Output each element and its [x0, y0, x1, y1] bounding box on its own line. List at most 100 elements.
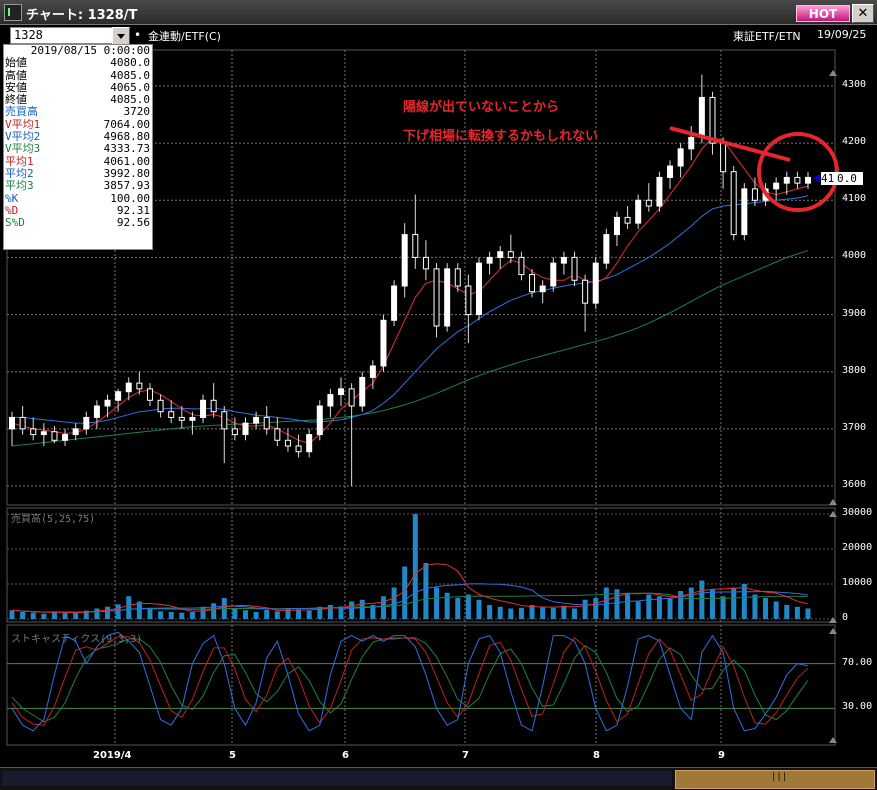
- candle: [444, 263, 451, 332]
- candle-body: [104, 399, 111, 407]
- volume-bar: [731, 587, 737, 619]
- price-panel-border: [6, 49, 836, 506]
- candle: [422, 240, 429, 281]
- candle-body: [805, 176, 811, 184]
- candle: [773, 177, 780, 201]
- candle: [401, 223, 408, 298]
- candle-body: [200, 399, 207, 418]
- last-price-arrow-icon: [813, 174, 820, 182]
- axis-scale-triangle-icon[interactable]: [829, 617, 837, 623]
- volume-bar: [285, 608, 291, 619]
- candle-body: [19, 416, 26, 430]
- info-value: 4061.00: [103, 154, 150, 168]
- last-price-tag-left: 41: [821, 172, 837, 185]
- info-key: V平均2: [5, 130, 41, 144]
- stochastic-panel: [7, 631, 835, 732]
- volume-bar: [94, 608, 100, 619]
- candle-body: [189, 416, 196, 421]
- axis-scale-triangle-icon[interactable]: [829, 70, 837, 76]
- price-axis-label: 3600: [842, 479, 867, 490]
- candle: [751, 177, 758, 206]
- volume-bar: [699, 580, 705, 619]
- candle: [613, 211, 620, 246]
- hot-button[interactable]: HOT: [796, 5, 850, 22]
- volume-bar: [359, 599, 365, 619]
- candle-body: [284, 439, 291, 447]
- time-scrollbar[interactable]: |||: [0, 767, 877, 790]
- symbol-value: 1328: [14, 28, 43, 42]
- candle-body: [316, 405, 323, 436]
- volume-bar: [667, 598, 673, 619]
- price-axis-label: 3900: [842, 307, 867, 319]
- info-key: 高値: [5, 68, 27, 82]
- candle-body: [592, 262, 599, 304]
- candle-body: [688, 136, 695, 150]
- candle-body: [667, 165, 674, 178]
- candle-body: [72, 428, 79, 436]
- candle-body: [93, 405, 100, 418]
- info-key: 平均2: [5, 166, 34, 180]
- candle-body: [677, 148, 684, 167]
- candle-body: [518, 256, 525, 276]
- price-axis-label: 3700: [842, 421, 867, 433]
- info-row: 売買高 3720: [4, 106, 152, 119]
- candle: [274, 417, 281, 446]
- stochastic-line: [11, 631, 809, 732]
- candle: [412, 194, 419, 269]
- volume-bar: [83, 610, 89, 619]
- scroll-track[interactable]: [2, 771, 672, 786]
- date-tick-label: 8: [593, 750, 600, 761]
- ma3-line: [11, 250, 809, 447]
- candle-body: [603, 234, 610, 264]
- axis-scale-triangle-icon[interactable]: [829, 511, 837, 517]
- info-row: 終値 4085.0: [4, 93, 152, 107]
- info-row: V平均2 4968.80: [4, 130, 152, 144]
- volume-bar: [572, 608, 578, 619]
- volume-bar: [317, 606, 323, 619]
- candle-body: [115, 391, 122, 401]
- candle: [571, 251, 578, 286]
- axis-scale-triangle-icon[interactable]: [829, 499, 837, 505]
- info-value: 3992.80: [103, 166, 150, 180]
- close-button[interactable]: ✕: [852, 4, 874, 23]
- candle: [741, 183, 748, 241]
- info-row: 始値 4080.0: [4, 56, 152, 70]
- info-value: 4065.0: [110, 80, 150, 94]
- candle-body: [263, 416, 270, 430]
- volume-bar: [412, 514, 418, 619]
- info-row: S%D 92.56: [4, 216, 152, 230]
- info-value: 92.56: [116, 216, 150, 230]
- candle-body: [709, 96, 716, 144]
- volume-bar: [476, 599, 482, 619]
- candle-body: [306, 434, 313, 453]
- info-value: 4085.0: [110, 93, 150, 107]
- volume-bar: [232, 608, 238, 619]
- candle: [550, 257, 557, 292]
- info-key: %K: [5, 191, 19, 205]
- symbol-input[interactable]: 1328: [10, 27, 129, 44]
- candle-body: [295, 445, 302, 453]
- volume-bar: [593, 598, 599, 619]
- volume-bar: [327, 605, 333, 619]
- volume-bar: [115, 604, 121, 619]
- volume-bar: [720, 596, 726, 619]
- candle-body: [656, 176, 663, 207]
- candle: [9, 411, 15, 446]
- candle: [104, 394, 111, 418]
- info-row: 平均3 3857.93: [4, 179, 152, 192]
- candle-body: [730, 171, 737, 236]
- axis-scale-triangle-icon[interactable]: [829, 628, 837, 634]
- candle: [136, 371, 143, 395]
- volume-bar: [200, 606, 206, 619]
- info-key: 始値: [5, 56, 27, 70]
- info-row: %D 92.31: [4, 204, 152, 217]
- volume-bar: [274, 611, 280, 619]
- stochastic-panel-title: ストキャスティクス(9,3,3): [11, 634, 143, 645]
- axis-scale-triangle-icon[interactable]: [829, 737, 837, 743]
- candle-body: [465, 285, 472, 316]
- candle-body: [338, 388, 345, 396]
- candle-body: [125, 382, 132, 393]
- info-row: 平均2 3992.80: [4, 166, 152, 180]
- volume-bar: [763, 598, 769, 619]
- title-bar: チャート: 1328/T HOT ✕: [0, 0, 877, 25]
